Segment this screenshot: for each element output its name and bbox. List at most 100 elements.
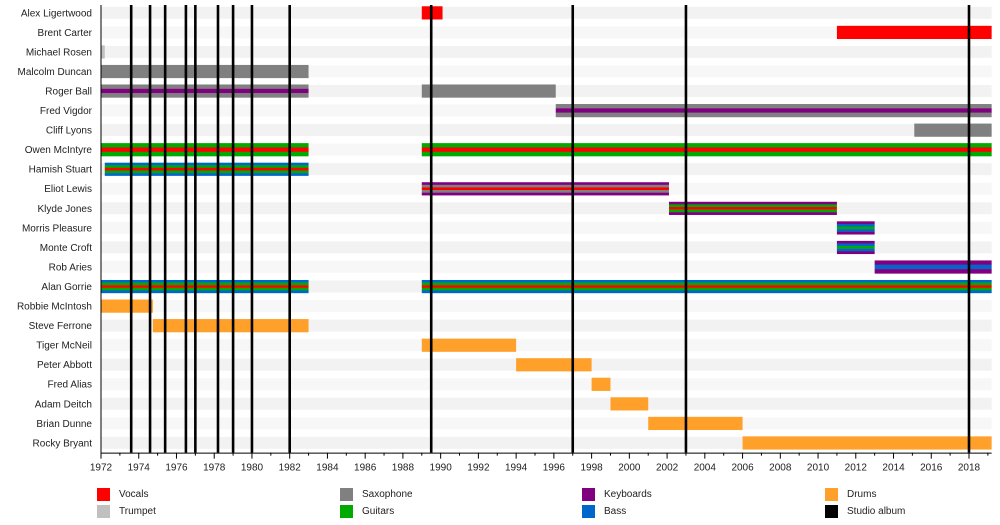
member-bar [101, 45, 105, 59]
x-tick-label: 1972 [90, 463, 113, 474]
member-name-label: Robbie McIntosh [17, 302, 92, 313]
x-tick-label: 2006 [731, 463, 754, 474]
bar-stripe-vocals [104, 167, 309, 171]
bar-stripe-guitars [668, 209, 837, 213]
legend-item-saxophone: Saxophone [340, 488, 413, 501]
x-tick-label: 1974 [128, 463, 151, 474]
bar-stripe-keyboards [836, 231, 875, 235]
member-bars [101, 6, 992, 450]
bar-stripe-bass [101, 279, 309, 283]
x-tick-label: 1990 [430, 463, 453, 474]
x-tick-label: 1980 [241, 463, 264, 474]
member-bar [591, 377, 611, 391]
member-bar [104, 162, 309, 176]
bar-stripe-saxophone [555, 104, 992, 109]
bar-stripe-guitars [101, 282, 309, 286]
member-name-label: Owen McIntyre [25, 145, 93, 156]
bar-stripe-keyboards [836, 240, 875, 244]
bar-stripe-drums [421, 338, 517, 352]
x-tick-label: 1996 [543, 463, 566, 474]
bar-stripe-bass [836, 229, 875, 232]
member-name-label: Steve Ferrone [29, 321, 93, 332]
bar-stripe-saxophone [914, 123, 992, 137]
member-name-label: Alan Gorrie [41, 282, 92, 293]
row-background [101, 378, 992, 391]
x-tick-label: 1986 [354, 463, 377, 474]
row-background [101, 397, 992, 410]
bar-stripe-vocals [101, 147, 309, 152]
row-background [101, 26, 992, 39]
bar-stripe-keyboards [421, 192, 669, 196]
member-bar [742, 436, 992, 450]
bar-stripe-keyboards [836, 251, 875, 255]
member-name-label: Brian Dunne [36, 419, 92, 430]
legend-swatch-bass [582, 505, 595, 518]
bar-stripe-guitars [104, 170, 309, 174]
member-name-label: Roger Ball [45, 86, 92, 97]
legend-item-vocals: Vocals [97, 488, 148, 501]
x-axis: 1972 1974 1976 1978 1980 1982 1984 1986 1988 1990… [90, 5, 992, 474]
bar-stripe-bass [421, 290, 992, 294]
row-background [101, 417, 992, 430]
member-bar [101, 84, 309, 98]
legend-swatch-trumpet [97, 505, 110, 518]
bar-stripe-saxophone [555, 112, 992, 118]
bar-stripe-keyboards [421, 182, 669, 186]
x-tick-label: 1998 [580, 463, 603, 474]
legend-label: Saxophone [362, 489, 413, 500]
member-labels: Alex Ligertwood Brent Carter Michael Rosen… [17, 8, 93, 449]
bar-stripe-keyboards [836, 221, 875, 225]
bar-stripe-saxophone [101, 93, 309, 98]
legend-label: Vocals [119, 489, 149, 500]
row-background [101, 163, 992, 176]
x-tick-label: 2016 [920, 463, 943, 474]
bar-stripe-guitars [101, 287, 309, 291]
bar-stripe-drums [516, 358, 592, 372]
member-name-label: Eliot Lewis [44, 184, 92, 195]
member-bar [101, 64, 309, 79]
member-bar [610, 397, 649, 411]
row-background [101, 221, 992, 234]
bar-stripe-keyboards [874, 260, 992, 265]
x-tick-label: 2014 [882, 463, 905, 474]
member-bar [836, 240, 875, 255]
bar-stripe-bass [421, 279, 992, 283]
bar-stripe-guitars [104, 165, 309, 169]
bar-stripe-guitars [421, 287, 992, 291]
legend-item-drums: Drums [825, 488, 876, 501]
legend-item-bass: Bass [582, 505, 626, 518]
bar-stripe-vocals [836, 25, 992, 40]
member-name-label: Cliff Lyons [46, 126, 92, 137]
member-name-label: Rocky Bryant [33, 438, 93, 449]
member-name-label: Alex Ligertwood [21, 8, 92, 19]
legend-item-trumpet: Trumpet [97, 505, 156, 518]
bar-stripe-bass [836, 248, 875, 252]
bar-stripe-guitars [421, 151, 992, 157]
bar-stripe-keyboards [668, 212, 837, 215]
member-bar [874, 260, 992, 274]
bar-stripe-guitars [836, 246, 875, 249]
member-bar [421, 143, 992, 157]
bar-stripe-vocals [421, 147, 992, 152]
bar-stripe-guitars [421, 282, 992, 286]
x-tick-label: 1994 [505, 463, 528, 474]
member-bar [421, 182, 669, 196]
member-name-label: Adam Deitch [35, 399, 92, 410]
member-name-label: Klyde Jones [38, 204, 92, 215]
bar-stripe-vocals [101, 285, 309, 288]
x-tick-label: 2010 [807, 463, 830, 474]
bar-stripe-bass [836, 243, 875, 247]
bar-stripe-drums [101, 299, 153, 313]
bar-stripe-keyboards [555, 108, 992, 113]
x-tick-label: 1992 [467, 463, 490, 474]
bar-stripe-drums [742, 436, 992, 450]
bar-stripe-keyboards [668, 201, 837, 205]
bar-stripe-vocals [421, 285, 992, 288]
member-bar [421, 338, 517, 352]
bar-stripe-bass [836, 223, 875, 227]
row-background [101, 339, 992, 352]
member-bar [101, 279, 309, 294]
member-name-label: Morris Pleasure [22, 223, 92, 234]
row-background [101, 65, 992, 78]
bar-stripe-vocals [668, 206, 837, 210]
